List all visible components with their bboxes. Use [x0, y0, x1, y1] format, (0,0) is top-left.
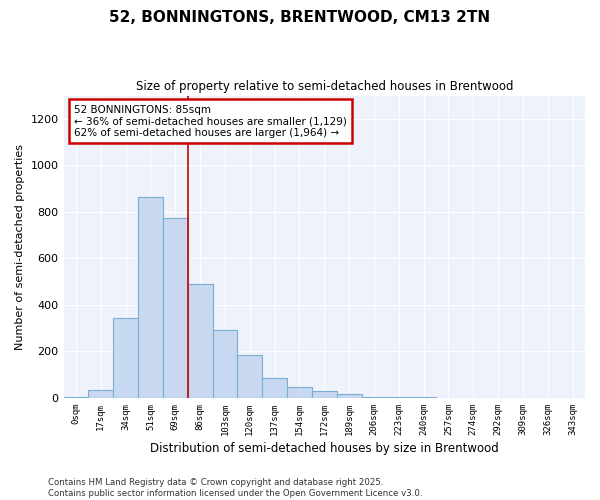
X-axis label: Distribution of semi-detached houses by size in Brentwood: Distribution of semi-detached houses by … [150, 442, 499, 455]
Bar [188, 284, 212, 398]
Bar [287, 387, 312, 398]
Bar [113, 318, 138, 398]
Text: 52, BONNINGTONS, BRENTWOOD, CM13 2TN: 52, BONNINGTONS, BRENTWOOD, CM13 2TN [109, 10, 491, 25]
Bar [138, 196, 163, 398]
Bar [262, 378, 287, 398]
Bar [362, 397, 386, 398]
Title: Size of property relative to semi-detached houses in Brentwood: Size of property relative to semi-detach… [136, 80, 513, 93]
Bar [163, 218, 188, 398]
Y-axis label: Number of semi-detached properties: Number of semi-detached properties [15, 144, 25, 350]
Bar [212, 330, 238, 398]
Bar [64, 397, 88, 398]
Bar [238, 355, 262, 398]
Text: Contains HM Land Registry data © Crown copyright and database right 2025.
Contai: Contains HM Land Registry data © Crown c… [48, 478, 422, 498]
Bar [337, 394, 362, 398]
Bar [312, 391, 337, 398]
Bar [88, 390, 113, 398]
Text: 52 BONNINGTONS: 85sqm
← 36% of semi-detached houses are smaller (1,129)
62% of s: 52 BONNINGTONS: 85sqm ← 36% of semi-deta… [74, 104, 347, 138]
